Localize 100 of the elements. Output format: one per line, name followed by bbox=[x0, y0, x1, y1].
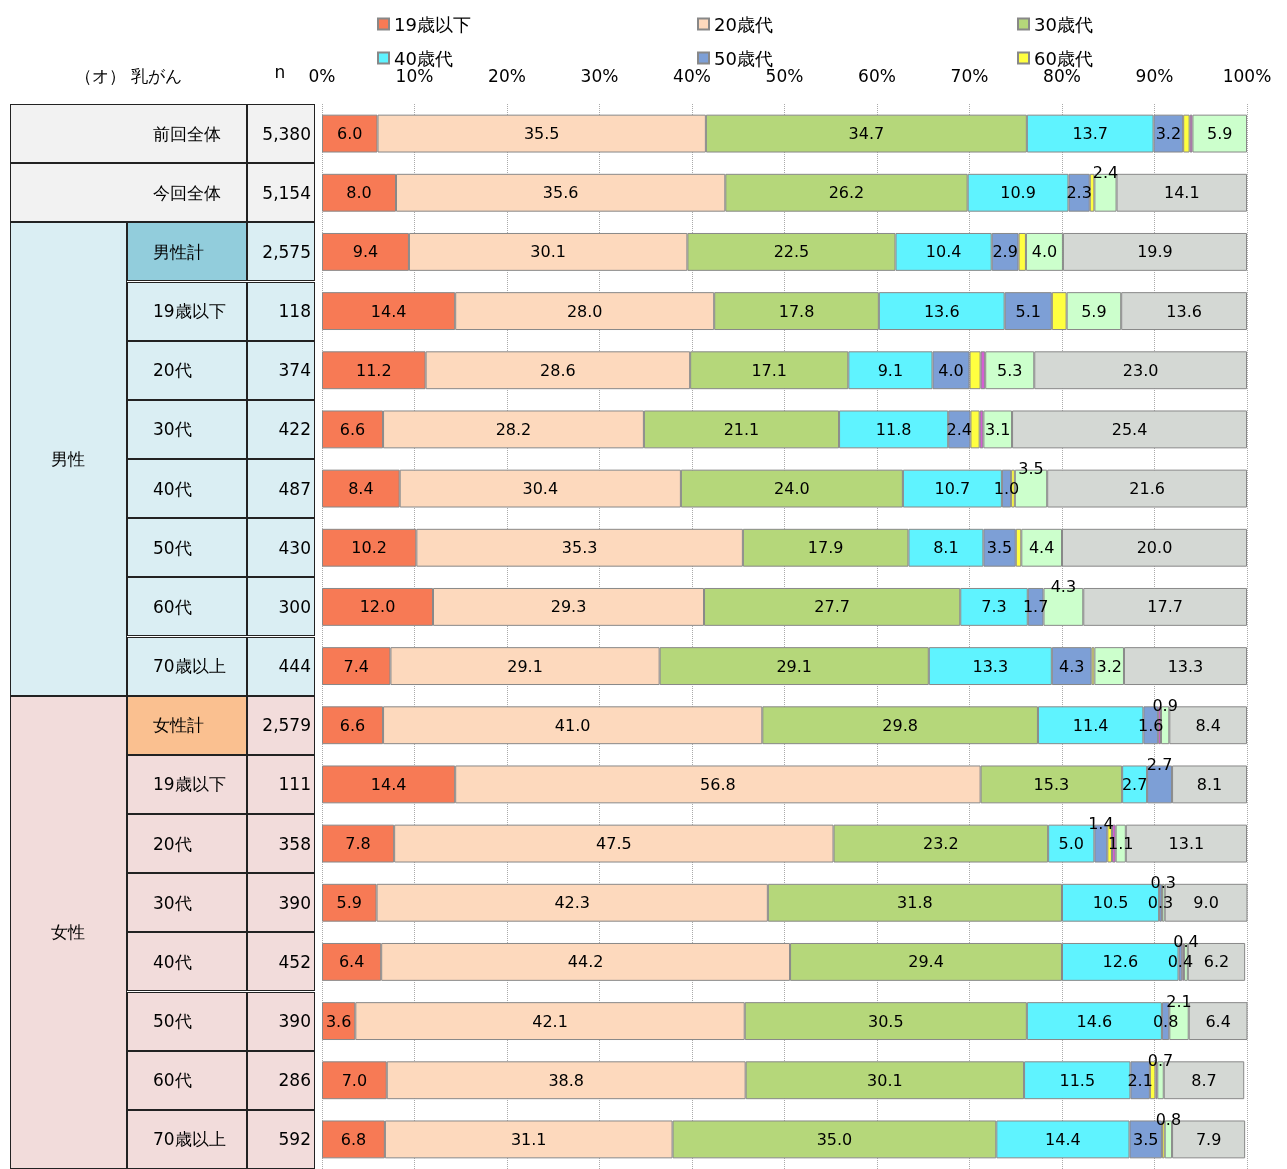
data-label: 8.7 bbox=[1191, 1070, 1217, 1090]
data-label: 13.6 bbox=[1166, 301, 1202, 321]
data-label: 34.7 bbox=[848, 124, 885, 144]
data-label: 17.1 bbox=[751, 360, 788, 380]
y2-tick-label: 2,579 bbox=[262, 715, 311, 736]
legend-label: 20歳代 bbox=[714, 13, 773, 35]
data-label: 14.1 bbox=[1163, 183, 1200, 203]
y2-tick-label: 300 bbox=[278, 596, 311, 617]
data-label: 9.1 bbox=[877, 360, 904, 380]
legend-label: 50歳代 bbox=[714, 47, 773, 69]
y2-tick-label: 111 bbox=[278, 774, 311, 795]
legend-label: 19歳以下 bbox=[394, 13, 471, 35]
y2-tick-label: 5,380 bbox=[262, 123, 311, 144]
data-label: 29.8 bbox=[882, 715, 918, 735]
data-label: 38.8 bbox=[548, 1070, 585, 1090]
data-label: 35.0 bbox=[816, 1129, 853, 1149]
data-label: 6.2 bbox=[1203, 952, 1230, 972]
data-label: 2.4 bbox=[1092, 163, 1119, 183]
data-label: 15.3 bbox=[1033, 774, 1070, 794]
y2-tick-label: 5,154 bbox=[262, 182, 311, 203]
data-label: 25.4 bbox=[1111, 419, 1148, 439]
data-label: 3.2 bbox=[1096, 656, 1122, 676]
y-tick-label: 20代 bbox=[153, 360, 192, 381]
y-tick-label: 今回全体 bbox=[153, 182, 221, 203]
data-label: 5.0 bbox=[1058, 834, 1084, 854]
data-label: 13.3 bbox=[1167, 656, 1204, 676]
data-label: 0.4 bbox=[1167, 952, 1194, 972]
data-label: 17.9 bbox=[807, 538, 844, 558]
data-label: 35.3 bbox=[561, 538, 598, 558]
data-label: 0.9 bbox=[1152, 695, 1178, 715]
y-tick-label: 50代 bbox=[153, 1011, 192, 1032]
x-tick-label: 60% bbox=[858, 65, 896, 86]
data-label: 29.1 bbox=[507, 656, 543, 676]
legend-label: 40歳代 bbox=[394, 47, 453, 69]
x-tick-label: 100% bbox=[1222, 65, 1272, 86]
y2-tick-label: 118 bbox=[278, 301, 311, 322]
y-tick-label: 19歳以下 bbox=[153, 301, 226, 322]
data-label: 21.1 bbox=[723, 419, 760, 439]
data-label: 30.4 bbox=[522, 479, 559, 499]
y2-tick-label: 358 bbox=[278, 833, 311, 854]
x-tick-label: 30% bbox=[580, 65, 619, 86]
data-label: 42.1 bbox=[532, 1011, 568, 1031]
data-label: 7.9 bbox=[1195, 1129, 1222, 1149]
data-label: 13.7 bbox=[1072, 124, 1109, 144]
data-label: 0.3 bbox=[1147, 893, 1174, 913]
data-label: 20.0 bbox=[1136, 538, 1173, 558]
data-label: 28.6 bbox=[540, 360, 576, 380]
data-label: 23.2 bbox=[923, 834, 959, 854]
data-label: 14.6 bbox=[1076, 1011, 1113, 1031]
y2-tick-label: 487 bbox=[278, 478, 311, 499]
data-label: 26.2 bbox=[828, 183, 865, 203]
y2-tick-label: 452 bbox=[278, 951, 311, 972]
data-label: 5.9 bbox=[1081, 301, 1107, 321]
data-label: 2.7 bbox=[1121, 774, 1148, 794]
y-tick-label: 30代 bbox=[153, 892, 192, 913]
y-tick-label: 50代 bbox=[153, 537, 192, 558]
data-label: 42.3 bbox=[554, 893, 591, 913]
data-label: 14.4 bbox=[370, 301, 407, 321]
data-label: 5.3 bbox=[997, 360, 1023, 380]
data-label: 0.4 bbox=[1173, 932, 1199, 952]
data-label: 1.7 bbox=[1022, 597, 1049, 617]
data-label: 6.8 bbox=[340, 1129, 367, 1149]
data-label: 6.4 bbox=[338, 952, 365, 972]
data-label: 24.0 bbox=[774, 479, 810, 499]
data-label: 0.8 bbox=[1152, 1011, 1179, 1031]
data-label: 11.8 bbox=[875, 419, 912, 439]
y2-tick-label: 422 bbox=[278, 419, 311, 440]
x-tick-label: 40% bbox=[673, 65, 711, 86]
y2-tick-label: 390 bbox=[278, 1011, 311, 1032]
data-label: 6.6 bbox=[339, 419, 366, 439]
x-tick-label: 20% bbox=[488, 65, 526, 86]
data-label: 31.8 bbox=[897, 893, 933, 913]
data-label: 6.4 bbox=[1205, 1011, 1231, 1031]
y-tick-label: 60代 bbox=[153, 596, 192, 617]
y2-tick-label: 430 bbox=[278, 537, 311, 558]
data-label: 2.3 bbox=[1066, 183, 1092, 203]
y-tick-label: 30代 bbox=[153, 419, 192, 440]
data-label: 4.0 bbox=[938, 360, 964, 380]
data-label: 12.0 bbox=[359, 597, 396, 617]
data-label: 47.5 bbox=[596, 834, 632, 854]
text: 女性 bbox=[51, 922, 85, 943]
data-label: 56.8 bbox=[700, 774, 736, 794]
data-label: 31.1 bbox=[510, 1129, 547, 1149]
data-label: 5.9 bbox=[336, 893, 363, 913]
data-label: 17.8 bbox=[778, 301, 815, 321]
data-label: 17.7 bbox=[1147, 597, 1183, 617]
x-tick-label: 90% bbox=[1135, 65, 1174, 86]
data-label: 8.1 bbox=[933, 538, 959, 558]
data-label: 8.0 bbox=[346, 183, 372, 203]
data-label: 4.3 bbox=[1050, 577, 1077, 597]
data-label: 1.4 bbox=[1088, 814, 1114, 834]
data-label: 7.4 bbox=[343, 656, 369, 676]
data-label: 35.6 bbox=[542, 183, 579, 203]
data-label: 14.4 bbox=[370, 774, 407, 794]
data-label: 41.0 bbox=[554, 715, 591, 735]
data-label: 4.4 bbox=[1028, 538, 1055, 558]
data-label: 13.3 bbox=[972, 656, 1009, 676]
data-label: 14.4 bbox=[1045, 1129, 1081, 1149]
y2-tick-label: 2,575 bbox=[262, 241, 311, 262]
data-label: 8.4 bbox=[1195, 715, 1221, 735]
